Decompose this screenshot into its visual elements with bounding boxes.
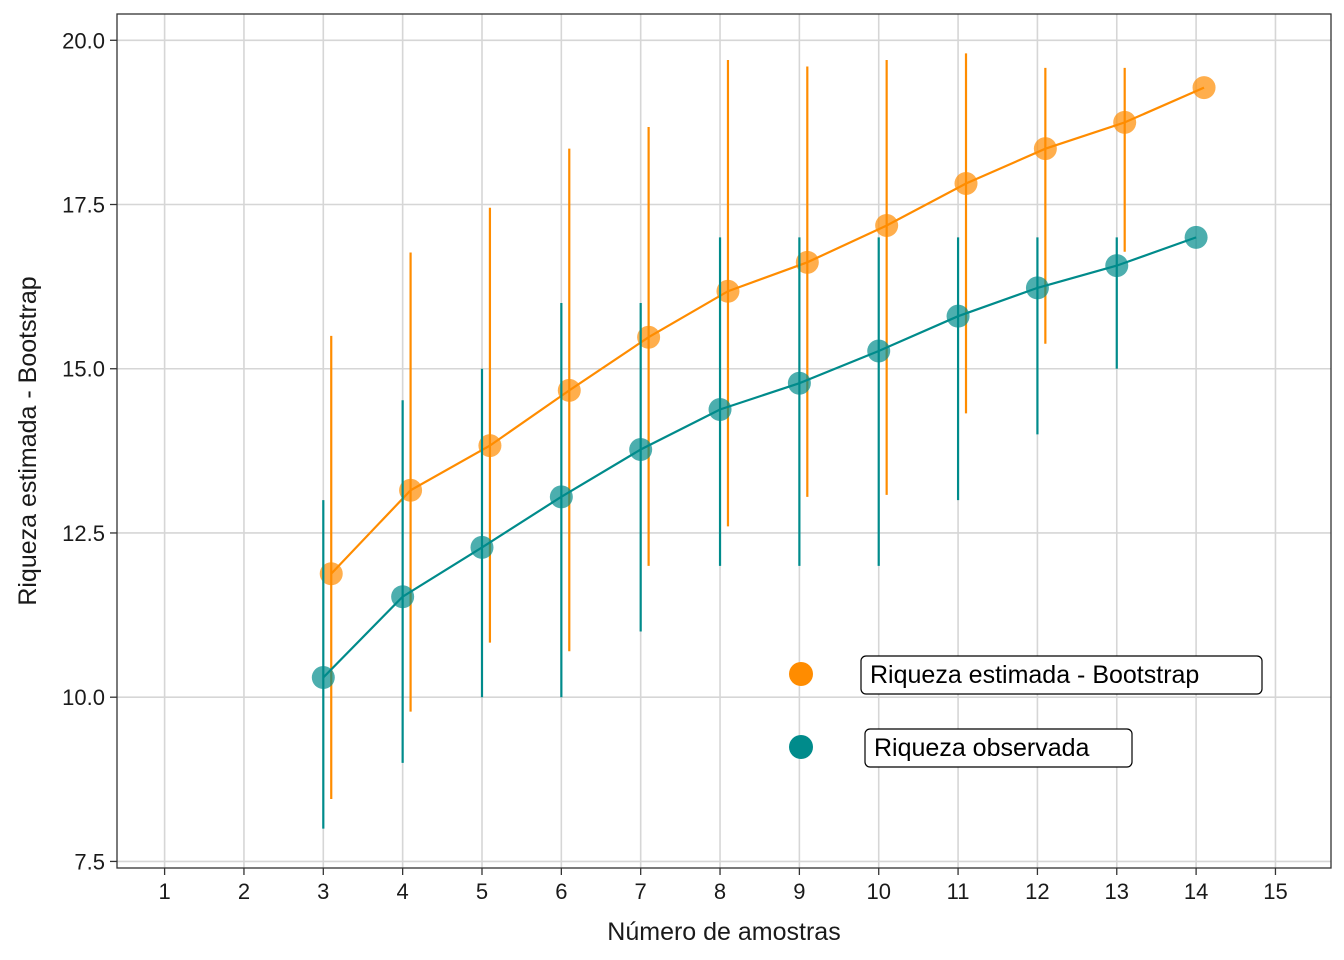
y-axis-title: Riqueza estimada - Bootstrap [14, 276, 42, 605]
x-tick-label: 7 [635, 879, 647, 904]
data-point [1184, 225, 1208, 249]
x-tick-label: 5 [476, 879, 488, 904]
data-point [391, 585, 415, 609]
y-tick-label: 10.0 [62, 685, 105, 710]
x-tick-label: 11 [947, 879, 970, 904]
data-point [637, 325, 661, 349]
data-point [954, 171, 978, 195]
data-point [1033, 137, 1057, 161]
x-tick-label: 12 [1025, 879, 1049, 904]
x-tick-label: 10 [866, 879, 890, 904]
data-point [311, 665, 335, 689]
data-point [629, 438, 653, 462]
legend-marker [789, 662, 813, 686]
legend-label: Riqueza observada [874, 734, 1090, 762]
data-point [787, 371, 811, 395]
series-line [330, 86, 1205, 575]
data-point [1192, 76, 1216, 100]
data-point [716, 279, 740, 303]
data-point [470, 535, 494, 559]
data-point [946, 304, 970, 328]
x-tick-label: 15 [1263, 879, 1287, 904]
data-point [478, 434, 502, 458]
x-tick-label: 2 [238, 879, 250, 904]
y-tick-label: 12.5 [62, 521, 105, 546]
data-point [399, 478, 423, 502]
series-layer [311, 53, 1216, 829]
data-point [549, 485, 573, 509]
series-2 [311, 225, 1208, 829]
data-point [319, 562, 343, 586]
data-point [867, 339, 891, 363]
data-point [1113, 110, 1137, 134]
panel-border [116, 13, 1332, 869]
y-tick-label: 7.5 [74, 849, 105, 874]
y-tick-label: 20.0 [62, 28, 105, 53]
x-tick-label: 8 [714, 879, 726, 904]
series-1 [319, 53, 1216, 800]
x-tick-label: 14 [1184, 879, 1208, 904]
x-tick-label: 3 [317, 879, 329, 904]
x-tick-label: 9 [793, 879, 805, 904]
x-tick-label: 4 [397, 879, 409, 904]
x-axis-title: Número de amostras [607, 918, 840, 946]
data-point [557, 378, 581, 402]
series-line [322, 236, 1197, 679]
legend-label: Riqueza estimada - Bootstrap [870, 661, 1199, 689]
x-tick-label: 6 [555, 879, 567, 904]
axes: 1 2 3 4 5 6 7 8 9 10 11 12 13 14 157.510.012.515.017.5… [62, 28, 1288, 904]
data-point [1025, 276, 1049, 300]
legend-label-box [860, 655, 1263, 695]
y-tick-label: 17.5 [62, 193, 105, 218]
legend-marker [789, 735, 813, 759]
data-point [708, 397, 732, 421]
x-tick-label: 1 [158, 879, 170, 904]
y-tick-label: 15.0 [62, 357, 105, 382]
data-point [1105, 254, 1129, 278]
data-point [875, 214, 899, 238]
legend-label-box [864, 728, 1133, 768]
legend: Riqueza estimada - Bootstrap Riqueza obse… [789, 655, 1263, 768]
x-tick-label: 13 [1105, 879, 1129, 904]
data-point [795, 250, 819, 274]
